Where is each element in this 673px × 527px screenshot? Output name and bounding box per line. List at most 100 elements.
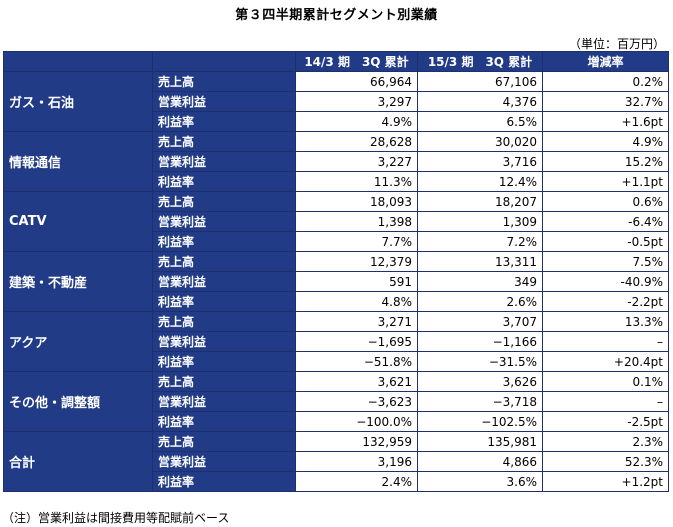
value-fy14-3q: 3,297 <box>295 91 418 112</box>
value-fy15-3q: −1,166 <box>417 331 543 352</box>
value-fy15-3q: 2.6% <box>417 291 543 312</box>
segment-name: アクア <box>3 311 153 372</box>
metric-label: 売上高 <box>152 131 296 152</box>
header-segment <box>3 51 153 72</box>
segment-name: その他・調整額 <box>3 371 153 432</box>
value-fy15-3q: 7.2% <box>417 231 543 252</box>
value-fy15-3q: 3.6% <box>417 471 543 492</box>
metric-label: 売上高 <box>152 71 296 92</box>
value-fy15-3q: 67,106 <box>417 71 543 92</box>
value-fy14-3q: 11.3% <box>295 171 418 192</box>
value-fy15-3q: 3,707 <box>417 311 543 332</box>
table-row: 利益率 7.7% 7.2% -0.5pt <box>4 231 669 252</box>
value-fy14-3q: 1,398 <box>295 211 418 232</box>
table-row: 利益率 −51.8% −31.5% +20.4pt <box>4 351 669 372</box>
value-change-rate: +1.1pt <box>542 171 669 192</box>
value-fy14-3q: 3,621 <box>295 371 418 392</box>
segment-results-table: 14/3 期 3Q 累計 15/3 期 3Q 累計 増減率 ガス・石油 売上高 66… <box>3 51 669 492</box>
value-change-rate: 13.3% <box>542 311 669 332</box>
value-fy15-3q: 3,716 <box>417 151 543 172</box>
metric-label: 利益率 <box>152 291 296 312</box>
metric-label: 営業利益 <box>152 451 296 472</box>
table-row: 営業利益 3,297 4,376 32.7% <box>4 91 669 112</box>
value-fy14-3q: 3,227 <box>295 151 418 172</box>
table-row: 営業利益 −3,623 −3,718– <box>4 391 669 412</box>
value-fy15-3q: −3,718 <box>417 391 543 412</box>
value-change-rate: -0.5pt <box>542 231 669 252</box>
footnote: （注）営業利益は間接費用等配賦前ベース <box>2 511 230 525</box>
value-fy14-3q: 591 <box>295 271 418 292</box>
table-row: 合計 売上高 132,959 135,981 2.3% <box>3 431 669 492</box>
value-fy14-3q: 28,628 <box>295 131 418 152</box>
value-fy14-3q: 3,196 <box>295 451 418 472</box>
value-fy15-3q: 3,626 <box>417 371 543 392</box>
value-change-rate: -6.4% <box>542 211 669 232</box>
value-fy14-3q: 4.9% <box>295 111 418 132</box>
value-change-rate: -2.5pt <box>542 411 669 432</box>
table-row: その他・調整額 売上高 3,621 3,626 0.1% <box>3 371 669 432</box>
table-row: 営業利益 591 349 -40.9% <box>4 271 669 292</box>
table-row: 利益率 11.3% 12.4% +1.1pt <box>4 171 669 192</box>
table-row: CATV 売上高 18,093 18,207 0.6% <box>3 191 669 252</box>
metric-label: 利益率 <box>152 471 296 492</box>
value-fy14-3q: −100.0% <box>295 411 418 432</box>
value-change-rate: +1.6pt <box>542 111 669 132</box>
value-fy15-3q: 12.4% <box>417 171 543 192</box>
value-fy14-3q: −51.8% <box>295 351 418 372</box>
value-fy14-3q: 66,964 <box>295 71 418 92</box>
value-change-rate: -40.9% <box>542 271 669 292</box>
table-row: 利益率 −100.0% −102.5% -2.5pt <box>4 411 669 432</box>
metric-label: 利益率 <box>152 171 296 192</box>
metric-label: 利益率 <box>152 351 296 372</box>
metric-label: 営業利益 <box>152 331 296 352</box>
value-fy15-3q: 1,309 <box>417 211 543 232</box>
page-title: 第３四半期累計セグメント別業績 <box>235 8 438 23</box>
metric-label: 利益率 <box>152 231 296 252</box>
value-change-rate: – <box>542 391 669 412</box>
table-row: 営業利益 1,398 1,309 -6.4% <box>4 211 669 232</box>
value-change-rate: 4.9% <box>542 131 669 152</box>
value-fy15-3q: 349 <box>417 271 543 292</box>
value-fy14-3q: 2.4% <box>295 471 418 492</box>
value-change-rate: 0.1% <box>542 371 669 392</box>
value-fy14-3q: 18,093 <box>295 191 418 212</box>
table-row: 利益率 4.8% 2.6% -2.2pt <box>4 291 669 312</box>
value-fy14-3q: −3,623 <box>295 391 418 412</box>
metric-label: 営業利益 <box>152 91 296 112</box>
value-fy14-3q: −1,695 <box>295 331 418 352</box>
value-fy15-3q: 30,020 <box>417 131 543 152</box>
value-change-rate: – <box>542 331 669 352</box>
table-row: 情報通信 売上高 28,628 30,020 4.9% <box>3 131 669 192</box>
metric-label: 売上高 <box>152 311 296 332</box>
segment-name: 建築・不動産 <box>3 251 153 312</box>
value-fy14-3q: 12,379 <box>295 251 418 272</box>
value-fy14-3q: 3,271 <box>295 311 418 332</box>
table-row: 営業利益 3,227 3,716 15.2% <box>4 151 669 172</box>
unit-label: （単位：百万円） <box>568 37 665 51</box>
value-change-rate: 7.5% <box>542 251 669 272</box>
table-row: 建築・不動産 売上高 12,379 13,311 7.5% <box>3 251 669 312</box>
table-row: 営業利益 3,196 4,866 52.3% <box>4 451 669 472</box>
value-fy15-3q: 135,981 <box>417 431 543 452</box>
metric-label: 利益率 <box>152 411 296 432</box>
table-row: アクア 売上高 3,271 3,707 13.3% <box>3 311 669 372</box>
value-change-rate: 15.2% <box>542 151 669 172</box>
metric-label: 営業利益 <box>152 151 296 172</box>
segment-name: CATV <box>3 191 153 252</box>
value-fy15-3q: −102.5% <box>417 411 543 432</box>
value-change-rate: 52.3% <box>542 451 669 472</box>
header-metric <box>152 51 296 72</box>
segment-name: 合計 <box>3 431 153 492</box>
value-change-rate: -2.2pt <box>542 291 669 312</box>
value-change-rate: +1.2pt <box>542 471 669 492</box>
table-row: ガス・石油 売上高 66,964 67,106 0.2% <box>3 71 669 132</box>
metric-label: 売上高 <box>152 251 296 272</box>
segment-name: 情報通信 <box>3 131 153 192</box>
header-fy14-3q: 14/3 期 3Q 累計 <box>295 51 418 72</box>
table-header-row: 14/3 期 3Q 累計 15/3 期 3Q 累計 増減率 <box>3 51 669 72</box>
metric-label: 営業利益 <box>152 271 296 292</box>
value-fy14-3q: 7.7% <box>295 231 418 252</box>
metric-label: 売上高 <box>152 191 296 212</box>
value-change-rate: 0.2% <box>542 71 669 92</box>
value-fy15-3q: 6.5% <box>417 111 543 132</box>
